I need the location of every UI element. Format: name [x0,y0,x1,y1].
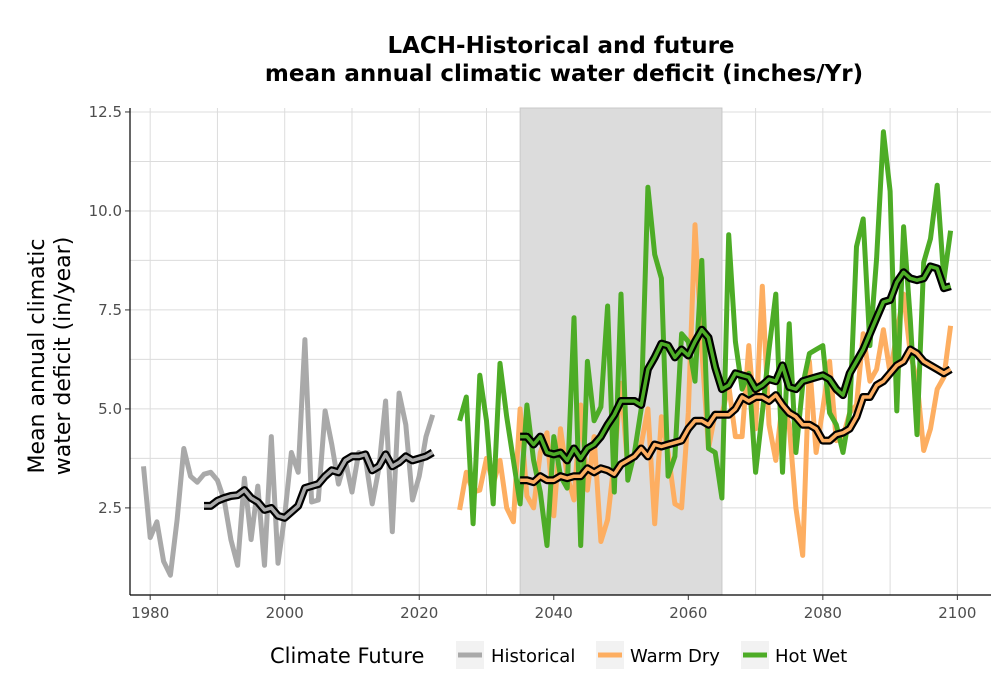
chart-title: LACH-Historical and future mean annual c… [265,33,863,87]
x-tick-label: 2060 [669,604,707,622]
legend-label-historical: Historical [491,646,575,667]
chart-title-line-2: mean annual climatic water deficit (inch… [265,61,863,87]
smooth-line-historical [204,450,434,520]
legend-label-warm-dry: Warm Dry [630,646,720,667]
series-lines [141,129,954,578]
series-line-historical [141,337,436,578]
x-tick-label: 2020 [400,604,438,622]
x-tick-label: 2000 [266,604,304,622]
x-tick-label: 1980 [131,604,169,622]
legend-title: Climate Future [270,644,424,668]
x-tick-label: 2080 [804,604,842,622]
y-tick-label: 10.0 [89,202,122,220]
axes: 1980 2000 2020 2040 2060 2080 2100 2.5 5.0 7.5 10.… [89,103,991,622]
x-tick-label: 2040 [535,604,573,622]
legend-label-hot-wet: Hot Wet [775,646,847,667]
x-tick-label: 2100 [938,604,976,622]
y-tick-label: 5.0 [98,400,122,418]
y-tick-label: 2.5 [98,499,122,517]
y-axis-label-line-2: water deficit (in/year) [51,237,76,476]
y-axis-label: Mean annual climatic water deficit (in/y… [25,237,76,476]
smooth-line-warm-dry [520,347,952,484]
y-tick-label: 12.5 [89,103,122,121]
smooth-line-hot-wet [520,264,952,463]
series-line-hot-wet [457,129,954,548]
y-axis-label-line-1: Mean annual climatic [25,239,50,474]
y-tick-label: 7.5 [98,301,122,319]
legend: Climate Future Historical Warm Dry Hot Wet [270,641,847,669]
chart-title-line-1: LACH-Historical and future [387,33,734,59]
